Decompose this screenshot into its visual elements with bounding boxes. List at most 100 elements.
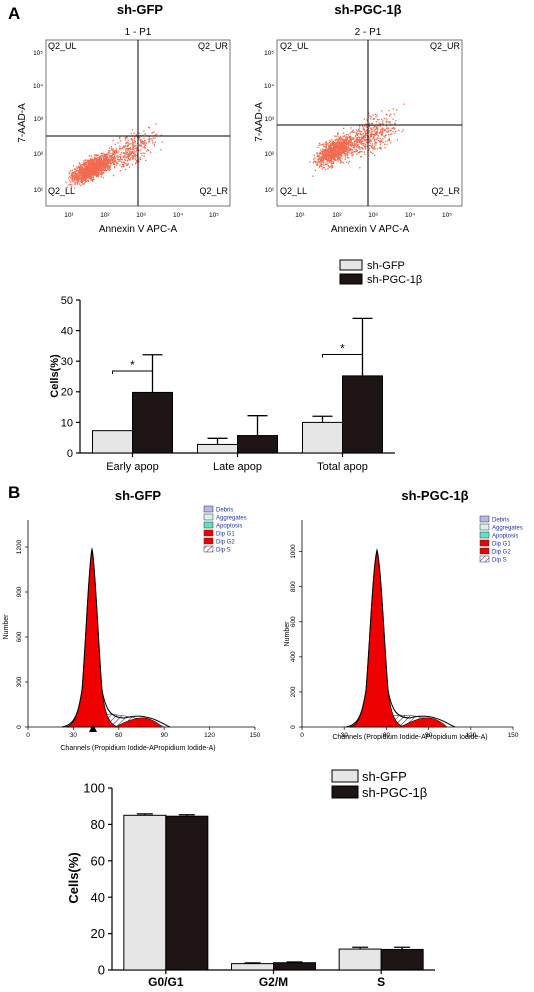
event-dot xyxy=(133,148,135,150)
legend-label: Dip G1 xyxy=(492,542,511,548)
event-dot xyxy=(371,135,373,137)
event-dot xyxy=(325,144,327,146)
event-dot xyxy=(382,122,384,124)
legend-swatch xyxy=(479,515,490,523)
event-dot xyxy=(319,165,321,167)
event-dot xyxy=(74,182,76,184)
event-dot xyxy=(136,153,138,155)
event-dot xyxy=(106,160,108,162)
event-dot xyxy=(331,150,334,152)
event-dot xyxy=(93,174,95,177)
event-dot xyxy=(318,161,320,163)
event-dot xyxy=(317,146,319,149)
event-dot xyxy=(364,144,366,146)
event-dot xyxy=(135,147,138,149)
event-dot xyxy=(92,172,94,174)
event-dot xyxy=(87,159,89,161)
event-dot xyxy=(364,136,367,138)
event-dot xyxy=(357,139,360,141)
event-dot xyxy=(359,130,361,133)
cell-cycle-histogram-sh-pgc: sh-PGC-1β 0 30 60 90 120 15002004006008001000… xyxy=(284,488,523,741)
event-dot xyxy=(355,149,357,151)
event-dot xyxy=(109,155,111,157)
event-dot xyxy=(94,159,96,161)
event-dot xyxy=(119,145,121,147)
event-dot xyxy=(123,161,125,163)
event-dot xyxy=(331,166,334,168)
event-dot xyxy=(103,159,105,162)
event-dot xyxy=(341,148,343,150)
event-dot xyxy=(368,145,371,147)
event-dot xyxy=(353,131,355,133)
event-dot xyxy=(333,144,336,146)
event-dot xyxy=(113,163,116,166)
event-dot xyxy=(100,166,102,168)
event-dot xyxy=(103,166,105,168)
x-category-label: Total apop xyxy=(317,461,368,473)
event-dot xyxy=(325,141,328,143)
event-dot xyxy=(369,140,372,142)
event-dot xyxy=(95,161,97,163)
event-dot xyxy=(102,168,104,170)
event-dot xyxy=(87,174,89,176)
event-dot xyxy=(140,152,142,155)
event-dot xyxy=(100,169,102,172)
event-dot xyxy=(84,181,86,184)
event-dot xyxy=(331,153,334,155)
event-dot xyxy=(99,170,101,172)
event-dot xyxy=(333,161,335,163)
event-dot xyxy=(104,163,106,165)
event-dot xyxy=(353,137,355,139)
event-dot xyxy=(85,175,87,177)
event-dot xyxy=(89,174,91,177)
legend-label: Dip G1 xyxy=(216,532,235,538)
event-dot xyxy=(390,142,392,144)
event-dot xyxy=(328,151,330,153)
event-dot xyxy=(112,157,115,159)
event-dot xyxy=(380,130,382,132)
event-dot xyxy=(103,163,105,166)
event-dot xyxy=(346,157,349,159)
event-dot xyxy=(386,131,389,133)
event-dot xyxy=(329,156,331,158)
event-dot xyxy=(80,179,82,181)
event-dot xyxy=(111,162,113,164)
event-dot xyxy=(112,161,114,163)
bar-sh-gfp xyxy=(338,948,382,971)
event-dot xyxy=(127,147,129,149)
y-tick-label: 10² xyxy=(34,151,44,158)
event-dot xyxy=(124,168,127,171)
event-dot xyxy=(88,160,91,162)
event-dot xyxy=(124,155,126,158)
event-dot xyxy=(123,158,126,160)
event-dot xyxy=(92,162,94,164)
event-dot xyxy=(331,142,334,144)
event-dot xyxy=(148,150,150,152)
event-dot xyxy=(77,181,79,183)
event-dot xyxy=(374,134,376,136)
event-dot xyxy=(380,132,382,134)
event-dot xyxy=(331,141,333,143)
event-dot xyxy=(330,147,332,150)
event-dot xyxy=(106,155,108,158)
event-dot xyxy=(108,158,110,160)
event-dot xyxy=(90,179,92,181)
event-dot xyxy=(355,149,357,151)
event-dot xyxy=(78,178,80,180)
event-dot xyxy=(96,159,98,161)
x-category-label: Late apop xyxy=(213,461,262,473)
event-dot xyxy=(371,133,373,135)
event-dot xyxy=(332,149,334,151)
event-dot xyxy=(374,154,376,156)
event-dot xyxy=(328,157,330,159)
event-dot xyxy=(88,163,90,165)
event-dot xyxy=(369,139,371,141)
event-dot xyxy=(90,171,93,173)
event-dot xyxy=(358,128,360,131)
event-dot xyxy=(351,144,353,146)
event-dot xyxy=(339,145,341,147)
legend-label: Dip G2 xyxy=(216,540,235,546)
event-dot xyxy=(114,150,116,152)
event-dot xyxy=(130,151,132,153)
event-dot xyxy=(92,176,95,179)
